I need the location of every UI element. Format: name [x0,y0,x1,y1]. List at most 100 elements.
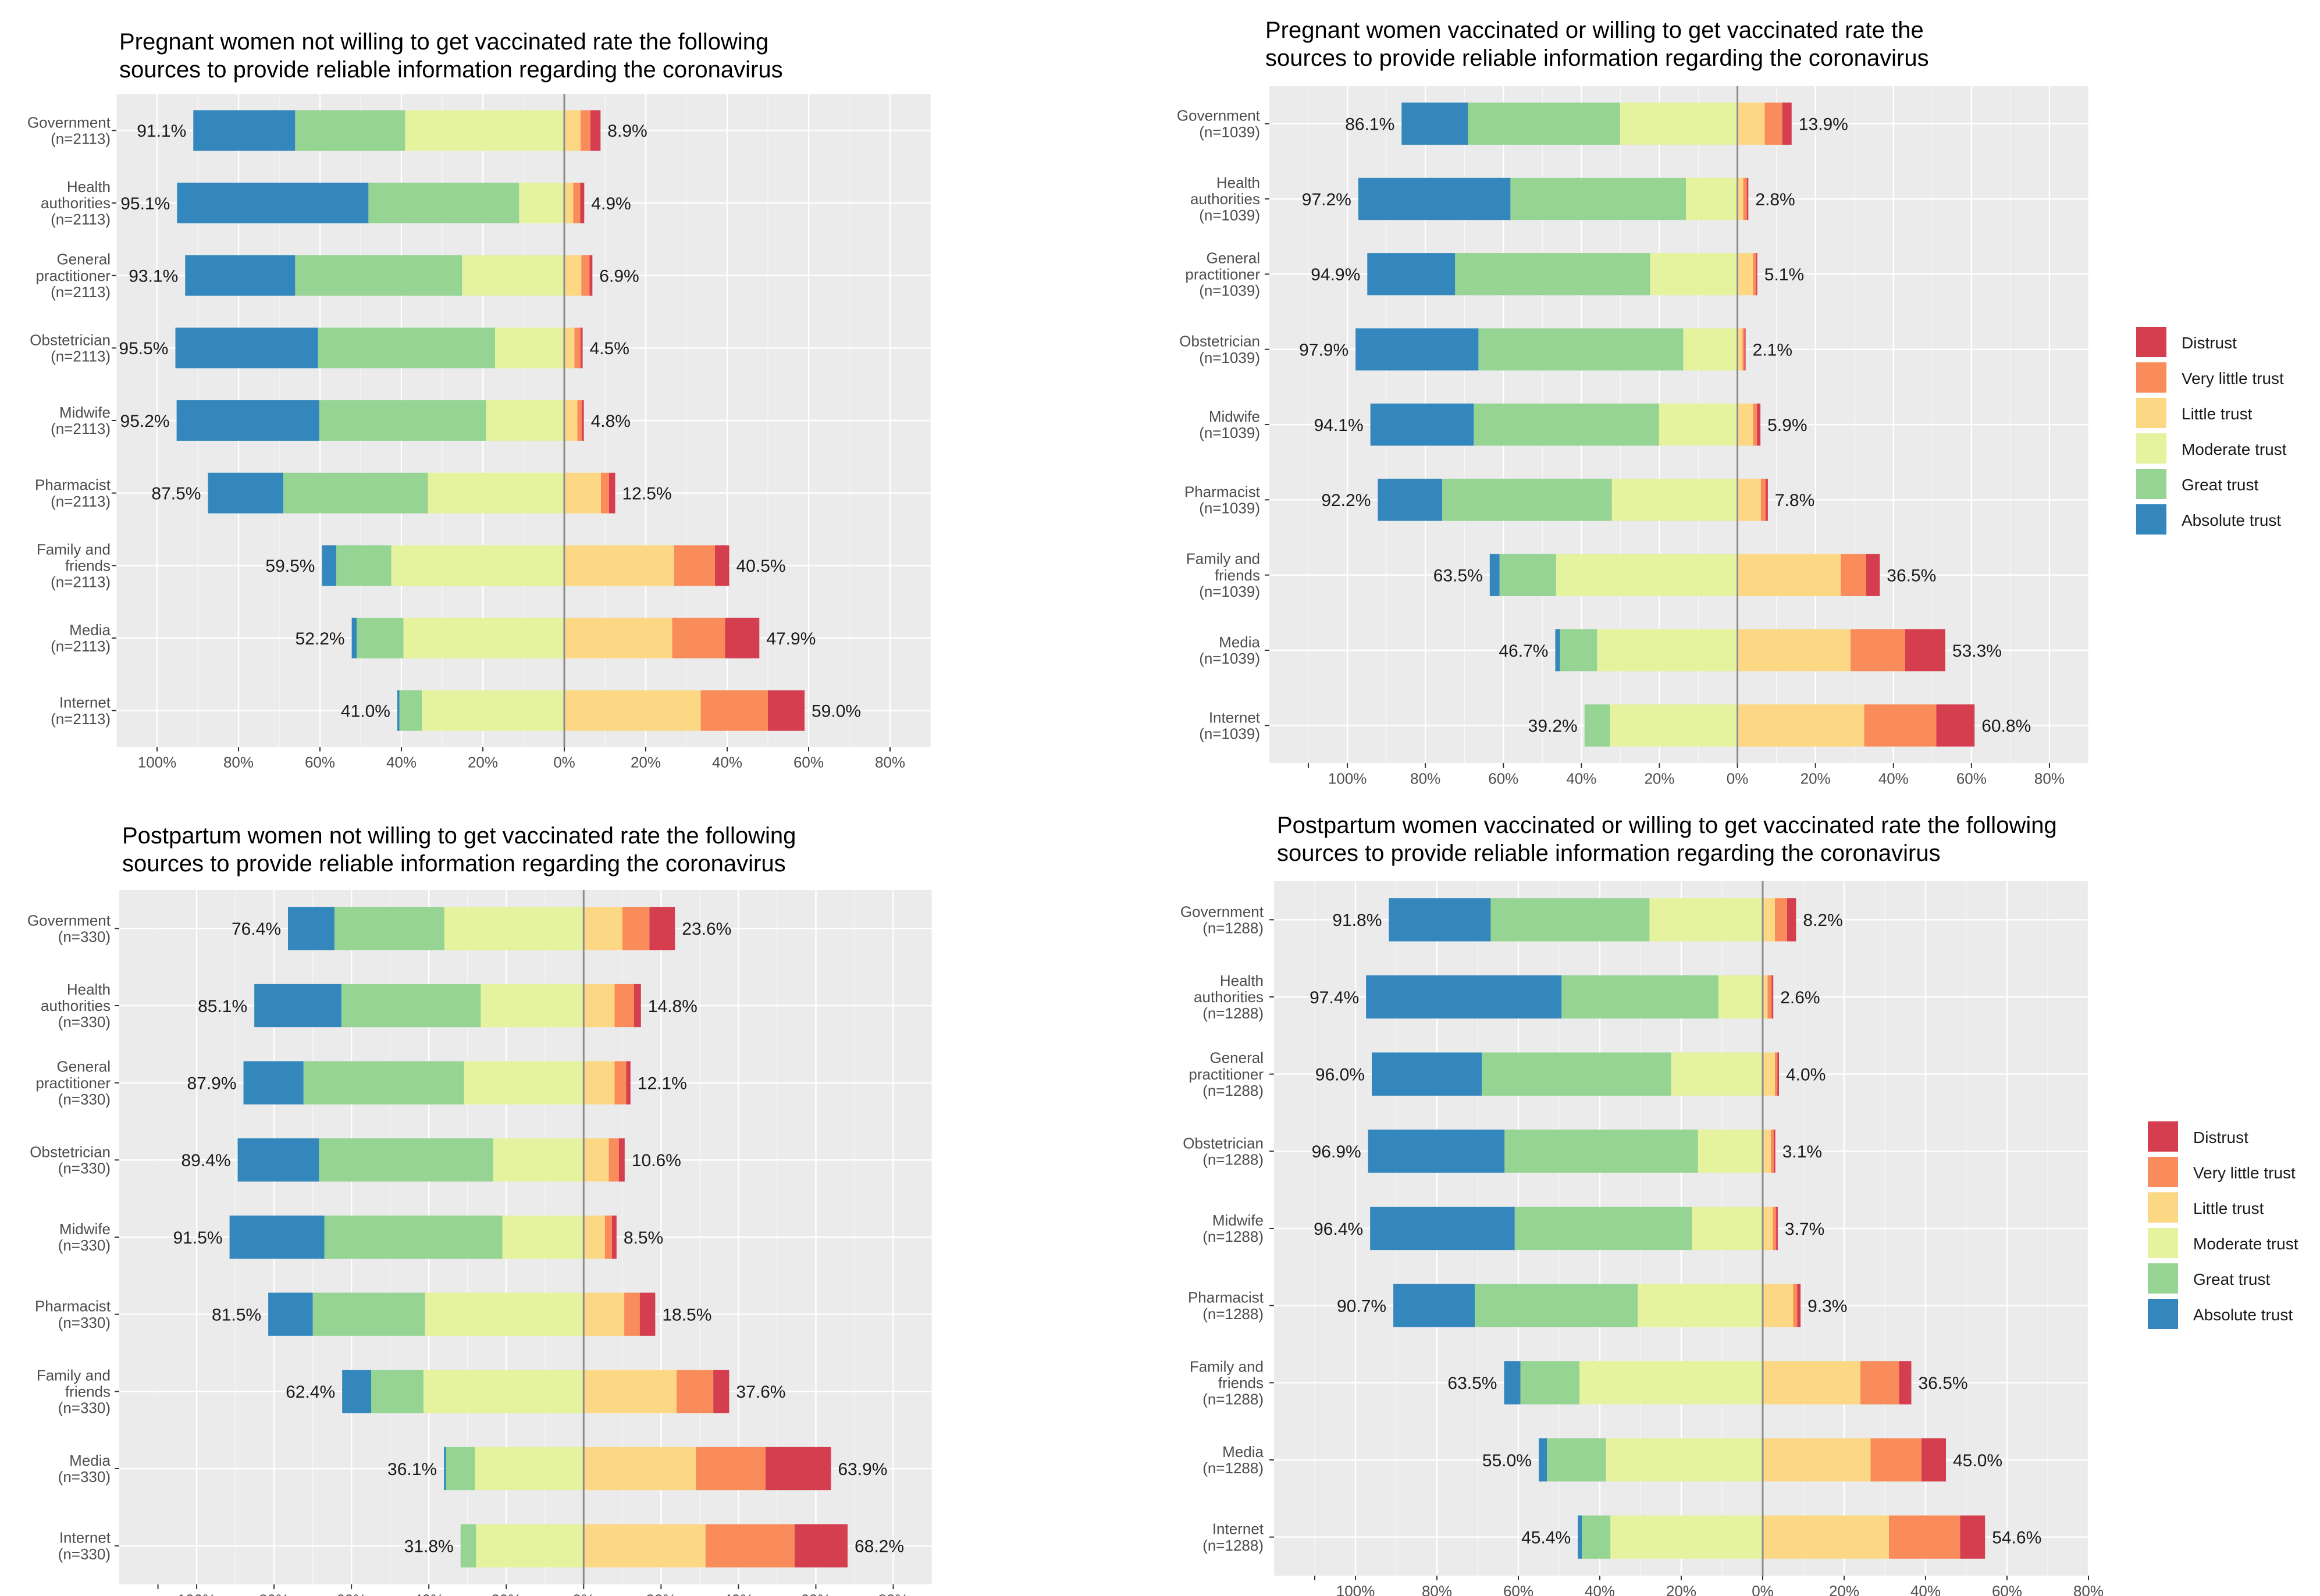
bar-segment-moderate-trust [1638,1284,1763,1327]
bar-segment-very-little-trust [1753,253,1756,295]
bar-segment-absolute-trust [268,1292,313,1336]
bar-segment-little-trust [564,618,672,658]
x-tick-label: 60% [305,753,335,771]
right-percent-label: 13.9% [1799,115,1848,134]
left-percent-label: 52.2% [296,629,345,649]
bar-segment-absolute-trust [342,1370,372,1413]
x-tick-label: 80% [223,753,254,771]
left-percent-label: 95.5% [119,339,168,358]
x-tick-label: 60% [1992,1582,2022,1596]
bar-segment-distrust [1960,1515,1985,1559]
x-tick-label: 60% [1956,770,1987,787]
right-percent-label: 45.0% [1953,1451,2002,1470]
bar-segment-distrust [589,255,593,296]
bar-segment-absolute-trust [177,183,369,223]
right-percent-label: 40.5% [736,557,786,576]
bar-segment-very-little-trust [1760,479,1766,521]
bar-segment-distrust [609,472,615,514]
bar-segment-moderate-trust [423,1370,584,1413]
bar-segment-distrust [1787,898,1796,942]
legend-swatch [2148,1228,2178,1258]
category-label: Health authorities (n=330) [41,981,111,1031]
right-percent-label: 9.3% [1807,1296,1847,1316]
bar-segment-absolute-trust [1370,403,1474,446]
legend-swatch [2136,433,2166,464]
bar-segment-moderate-trust [1610,1515,1763,1559]
category-label: General practitioner (n=2113) [35,251,111,301]
bar-segment-moderate-trust [405,110,564,151]
bar-segment-very-little-trust [1889,1515,1960,1559]
bar-segment-absolute-trust [1372,1052,1482,1096]
bar-segment-absolute-trust [237,1138,319,1182]
bar-segment-absolute-trust [1578,1515,1582,1559]
bar-segment-great-trust [1455,253,1650,295]
bar-segment-absolute-trust [1367,253,1456,295]
right-percent-label: 18.5% [662,1305,711,1324]
chart-pregnant-willing: 86.1% 13.9% Government (n=1039) 97.2% 2.8% Hea… [1177,86,2089,787]
bar-segment-great-trust [303,1061,464,1105]
right-percent-label: 4.9% [591,194,631,213]
category-label: Pharmacist (n=1288) [1188,1289,1264,1323]
bar-segment-distrust [1797,1284,1801,1327]
legend-swatch [2148,1192,2178,1223]
bar-segment-great-trust [295,110,405,151]
legend-swatch [2136,504,2166,535]
bar-segment-great-trust [1520,1361,1579,1405]
x-tick-label: 40% [723,1591,753,1596]
category-label: Media (n=2113) [51,621,111,655]
x-tick-label: 0% [553,753,575,771]
bar-segment-absolute-trust [1370,1206,1515,1251]
bar-segment-very-little-trust [624,1292,640,1336]
bar-segment-very-little-trust [622,907,650,950]
bar-segment-great-trust [295,255,462,296]
right-percent-label: 2.1% [1753,340,1792,359]
category-label: Health authorities (n=2113) [41,178,111,228]
left-percent-label: 81.5% [212,1305,261,1324]
x-tick-label: 20% [1644,770,1674,787]
left-percent-label: 59.5% [265,557,315,576]
bar-segment-little-trust [583,1215,605,1259]
left-percent-label: 95.1% [120,194,170,213]
bar-segment-great-trust [319,400,486,441]
x-tick-label: 20% [1829,1582,1859,1596]
bar-segment-very-little-trust [674,545,715,586]
bar-segment-distrust [1866,554,1880,596]
category-label: Pharmacist (n=1039) [1184,483,1261,516]
bar-segment-little-trust [1737,704,1864,747]
bar-segment-moderate-trust [1650,253,1738,295]
left-percent-label: 63.5% [1447,1374,1497,1393]
bar-segment-little-trust [1763,1515,1889,1559]
x-tick-label: 60% [800,1591,831,1596]
bar-segment-moderate-trust [444,907,584,950]
legend-bottom: Distrust Very little trust Little trust Mod… [2148,1121,2320,1331]
right-percent-label: 59.0% [812,701,861,721]
bar-segment-absolute-trust [1389,898,1491,942]
bar-segment-distrust [1756,253,1757,295]
bar-segment-absolute-trust [185,255,296,296]
bar-segment-little-trust [583,1524,706,1568]
bar-segment-moderate-trust [1692,1206,1763,1251]
legend-label: Absolute trust [2193,1306,2293,1324]
legend-swatch [2148,1299,2178,1329]
bar-segment-great-trust [341,984,481,1028]
left-percent-label: 96.0% [1315,1065,1365,1084]
bar-segment-little-trust [1737,328,1743,370]
bar-segment-absolute-trust [322,545,336,586]
bar-segment-moderate-trust [1649,898,1763,942]
bar-segment-great-trust [1468,102,1620,145]
right-percent-label: 4.0% [1786,1065,1826,1084]
bar-segment-very-little-trust [1743,177,1747,220]
category-label: Family and friends (n=2113) [37,540,111,590]
bar-segment-distrust [1744,328,1746,370]
bar-segment-little-trust [564,255,582,296]
bar-segment-absolute-trust [288,907,335,950]
bar-segment-distrust [725,618,760,658]
right-percent-label: 12.1% [638,1074,687,1093]
x-tick-label: 60% [794,753,824,771]
category-label: Internet (n=2113) [51,694,111,728]
bar-segment-very-little-trust [1864,704,1937,747]
left-percent-label: 87.9% [187,1074,236,1093]
bar-segment-moderate-trust [391,545,564,586]
bar-segment-moderate-trust [1611,479,1738,521]
left-percent-label: 63.5% [1433,566,1483,585]
